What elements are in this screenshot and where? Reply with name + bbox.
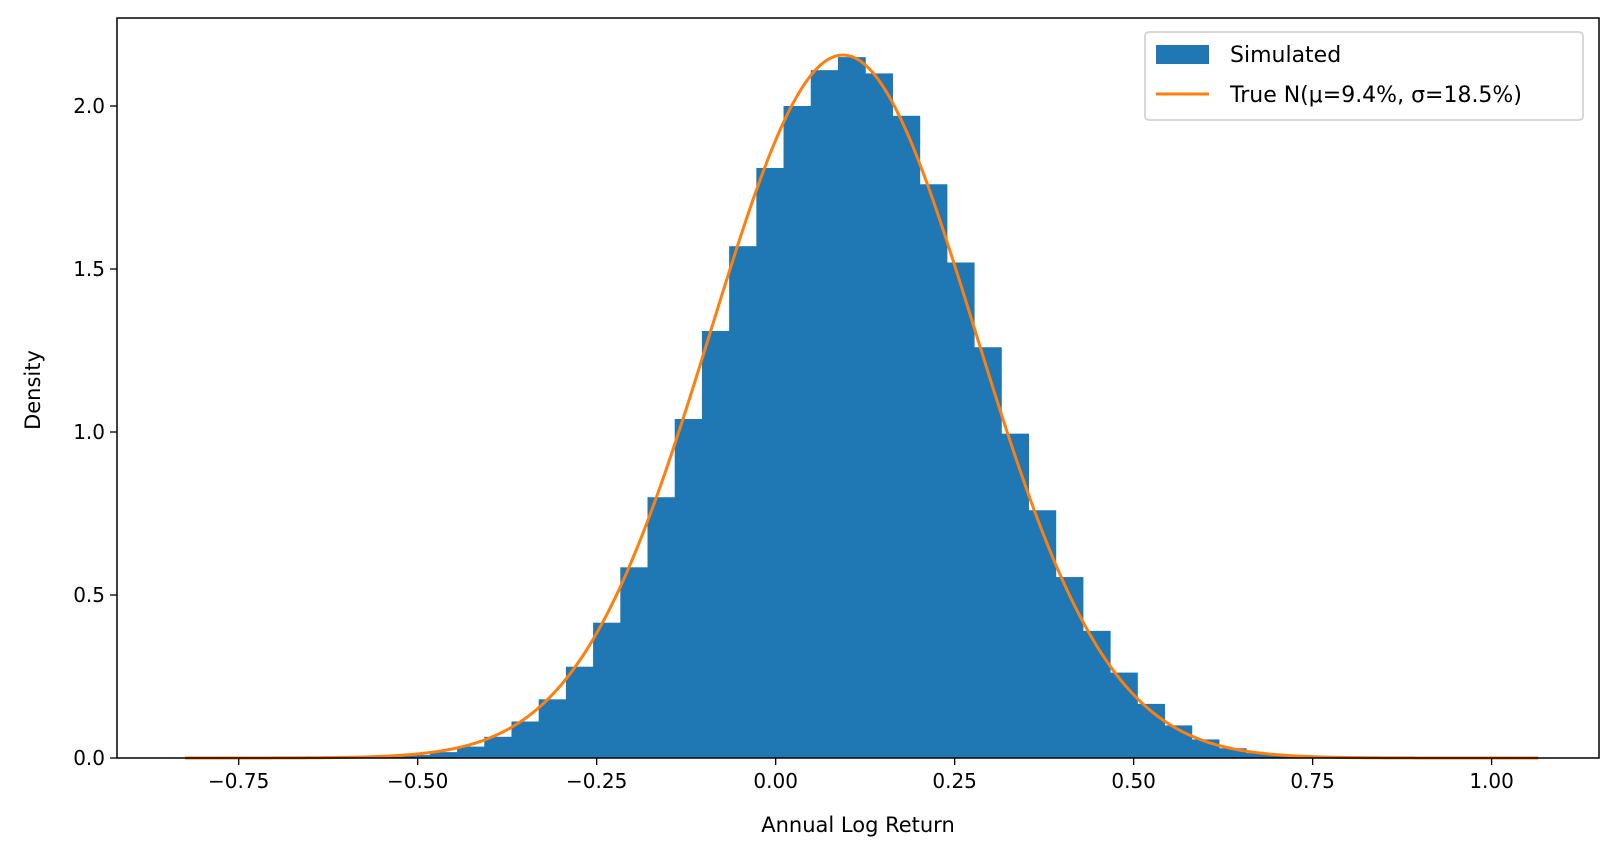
plot-area-frame <box>116 17 1600 759</box>
y-tick-label: 2.0 <box>73 94 105 118</box>
legend-label-true-normal: True N(μ=9.4%, σ=18.5%) <box>1229 83 1522 108</box>
x-tick-label: −0.50 <box>387 769 448 793</box>
y-tick-label: 0.0 <box>73 746 105 770</box>
histogram-bar <box>538 699 567 758</box>
x-tick-label: 0.00 <box>753 769 798 793</box>
histogram-bar <box>756 167 785 758</box>
histogram-bars <box>321 57 1356 759</box>
histogram-bar <box>620 567 649 758</box>
x-axis-ticks: −0.75 −0.50 −0.25 0.00 0.25 0.50 0.75 1.00 <box>208 758 1514 793</box>
histogram-bar <box>429 752 458 758</box>
histogram-bar <box>1246 753 1274 758</box>
legend-swatch-simulated <box>1156 45 1209 64</box>
histogram-bar <box>1082 630 1111 758</box>
histogram-bar <box>729 246 757 758</box>
density-curve-line <box>185 53 1539 760</box>
histogram-bar <box>810 70 839 758</box>
histogram-bar <box>593 622 621 758</box>
histogram-bar <box>402 755 431 758</box>
x-tick-label: −0.75 <box>208 769 269 793</box>
x-tick-label: 1.00 <box>1469 769 1514 793</box>
x-tick-label: 0.25 <box>932 769 977 793</box>
legend-label-simulated: Simulated <box>1230 43 1341 68</box>
histogram-bar <box>457 746 485 758</box>
histogram-bar <box>701 330 730 758</box>
y-tick-label: 0.5 <box>73 583 105 607</box>
x-tick-label: −0.25 <box>566 769 627 793</box>
histogram-bar <box>511 721 540 758</box>
histogram-bar <box>565 666 594 758</box>
y-axis-label: Density <box>21 350 45 430</box>
histogram-bar <box>892 115 921 759</box>
x-tick-label: 0.75 <box>1290 769 1335 793</box>
histogram-bar <box>484 736 513 758</box>
legend-frame <box>1144 31 1584 121</box>
histogram-bar <box>973 347 1002 758</box>
histogram-bar <box>674 418 703 758</box>
histogram-bar <box>1218 748 1247 758</box>
histogram-bar <box>837 57 866 759</box>
y-tick-label: 1.5 <box>73 257 105 281</box>
histogram-bar <box>1001 433 1029 758</box>
histogram-bar <box>647 497 676 758</box>
histogram-bar <box>1055 577 1084 758</box>
histogram-bar <box>946 262 975 758</box>
histogram-bar <box>865 73 893 759</box>
histogram-bar <box>919 184 948 758</box>
y-axis-ticks: 0.0 0.5 1.0 1.5 2.0 <box>73 94 117 770</box>
x-tick-label: 0.50 <box>1111 769 1156 793</box>
x-axis-label: Annual Log Return <box>761 813 955 837</box>
histogram-bar <box>783 106 812 758</box>
y-tick-label: 1.0 <box>73 420 105 444</box>
histogram-bar <box>1110 672 1138 758</box>
legend: Simulated True N(μ=9.4%, σ=18.5%) <box>1144 31 1584 121</box>
histogram-bar <box>1028 510 1057 758</box>
